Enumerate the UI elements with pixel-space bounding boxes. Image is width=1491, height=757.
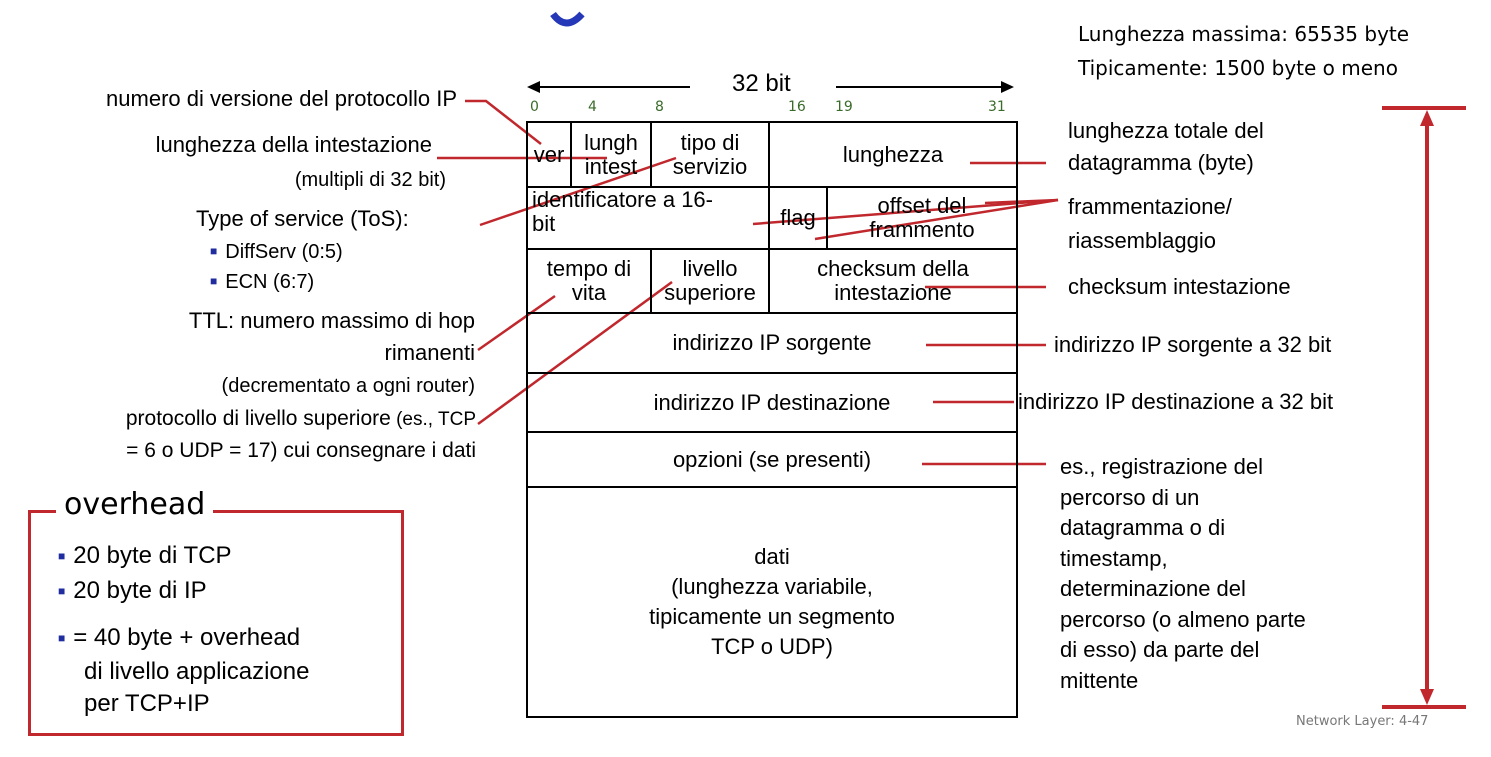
field-offset-line1: offset del [877, 193, 967, 218]
label-options-note: es., registrazione del percorso di un da… [1060, 452, 1360, 696]
data-line: (lunghezza variabile, [671, 574, 873, 599]
overhead-item-label: = 40 byte + overhead [73, 624, 301, 651]
field-flag: flag [768, 186, 828, 250]
field-options: opzioni (se presenti) [526, 431, 1018, 488]
bullet-square-icon: ■ [58, 584, 66, 598]
field-destination-address: indirizzo IP destinazione [526, 372, 1018, 433]
label-upper-protocol-example: (es., TCP [390, 409, 476, 430]
field-upper-protocol: livello superiore [650, 248, 770, 314]
field-offset-line2: frammento [869, 217, 975, 242]
field-header-length-line1: lungh [584, 129, 638, 155]
field-fragment-offset: offset del frammento [826, 186, 1018, 250]
label-header-length: lunghezza della intestazione [155, 132, 432, 157]
label-upper-protocol-cont: = 6 o UDP = 17) cui consegnare i dati [126, 439, 476, 462]
label-ttl-cont: rimanenti [384, 340, 475, 365]
max-length-note: Lunghezza massima: 65535 byte [1078, 22, 1410, 46]
options-note-line: percorso (o almeno parte [1060, 606, 1306, 632]
options-note-line: es., registrazione del [1060, 454, 1263, 479]
options-note-line: datagramma o di [1060, 515, 1226, 540]
overhead-item-label: 20 byte di IP [73, 577, 207, 604]
label-source-address: indirizzo IP sorgente a 32 bit [1054, 332, 1332, 357]
bit-position: 16 [788, 99, 806, 115]
field-time-to-live: tempo di vita [526, 248, 652, 314]
field-data: dati (lunghezza variabile, tipicamente u… [526, 486, 1018, 718]
overhead-item: ■ 20 byte di IP [58, 577, 207, 608]
bit-width-label: 32 bit [732, 70, 791, 97]
label-fragmentation-cont: riassemblaggio [1068, 228, 1216, 253]
field-checksum-line2: intestazione [834, 280, 952, 305]
overhead-box [28, 510, 404, 736]
field-type-of-service: tipo di servizio [650, 121, 770, 188]
overhead-title: overhead [56, 487, 214, 523]
label-type-of-service: Type of service (ToS): [196, 206, 409, 231]
overhead-item: ■ = 40 byte + overhead [58, 624, 300, 655]
bit-position: 19 [835, 99, 853, 115]
field-ttl-line2: vita [571, 280, 607, 305]
label-version: numero di versione del protocollo IP [106, 86, 457, 111]
options-note-line: mittente [1060, 667, 1139, 693]
options-note-line: di esso) da parte del [1060, 637, 1260, 662]
options-note-line: determinazione del [1060, 576, 1246, 601]
field-options-label: opzioni (se presenti) [672, 446, 872, 472]
label-destination-address: indirizzo IP destinazione a 32 bit [1018, 389, 1334, 414]
label-header-length-note: (multipli di 32 bit) [294, 169, 446, 191]
field-checksum-line1: checksum della [817, 256, 969, 281]
data-line: dati [754, 544, 790, 569]
field-source-address: indirizzo IP sorgente [526, 312, 1018, 374]
label-ttl-note: (decrementato a ogni router) [221, 375, 475, 397]
overhead-item-cont: per TCP+IP [84, 690, 210, 717]
field-ttl-line1: tempo di [546, 256, 632, 281]
data-line: TCP o UDP) [711, 634, 833, 659]
bullet-square-icon: ■ [58, 549, 66, 563]
bullet-square-icon: ■ [58, 631, 66, 645]
bit-position: 4 [588, 99, 597, 115]
label-total-length: lunghezza totale del [1068, 118, 1264, 143]
label-total-length-cont: datagramma (byte) [1068, 150, 1254, 175]
options-note-line: timestamp, [1060, 545, 1168, 571]
field-source-label: indirizzo IP sorgente [672, 330, 872, 355]
field-tos-line1: tipo di [680, 129, 740, 155]
label-fragmentation: frammentazione/ [1068, 194, 1232, 219]
typical-length-note: Tipicamente: 1500 byte o meno [1078, 56, 1398, 80]
field-identifier-line1: identificatore a 16- [532, 187, 713, 212]
field-total-length: lunghezza [768, 121, 1018, 188]
tos-item: ■ ECN (6:7) [210, 270, 314, 296]
tos-item-label: ECN (6:7) [225, 271, 315, 293]
field-upper-line1: livello [682, 256, 738, 281]
label-upper-protocol-main: protocollo di livello superiore [125, 407, 391, 430]
field-header-length-line2: intest [584, 153, 638, 179]
label-upper-protocol: protocollo di livello superiore (es., TC… [126, 406, 476, 432]
label-header-checksum: checksum intestazione [1068, 274, 1291, 299]
overhead-item-cont: di livello applicazione [84, 658, 310, 685]
bit-position: 8 [655, 99, 664, 115]
bit-position: 0 [530, 99, 539, 115]
field-destination-label: indirizzo IP destinazione [653, 389, 891, 415]
field-flag-label: flag [780, 205, 816, 230]
overhead-item-label: 20 byte di TCP [73, 542, 232, 569]
field-ver-label: ver [533, 141, 565, 167]
overhead-item: ■ 20 byte di TCP [58, 542, 232, 573]
field-upper-line2: superiore [664, 280, 756, 305]
field-tos-line2: servizio [672, 153, 748, 179]
tos-item: ■ DiffServ (0:5) [210, 240, 343, 266]
tos-item-label: DiffServ (0:5) [225, 241, 343, 263]
field-ver: ver [526, 121, 572, 188]
bullet-square-icon: ■ [210, 274, 218, 288]
field-header-length: lungh intest [570, 121, 652, 188]
data-line: tipicamente un segmento [649, 604, 895, 629]
label-ttl: TTL: numero massimo di hop [188, 308, 475, 333]
field-header-checksum: checksum della intestazione [768, 248, 1018, 314]
field-total-length-label: lunghezza [842, 141, 944, 167]
bit-position: 31 [988, 99, 1006, 115]
bullet-square-icon: ■ [210, 244, 218, 258]
slide-footer: Network Layer: 4-47 [1296, 714, 1429, 729]
field-identifier: identificatore a 16- bit [526, 186, 770, 250]
cropped-title-fragment [550, 11, 585, 27]
field-identifier-line2: bit [532, 211, 556, 236]
options-note-line: percorso di un [1060, 484, 1200, 510]
